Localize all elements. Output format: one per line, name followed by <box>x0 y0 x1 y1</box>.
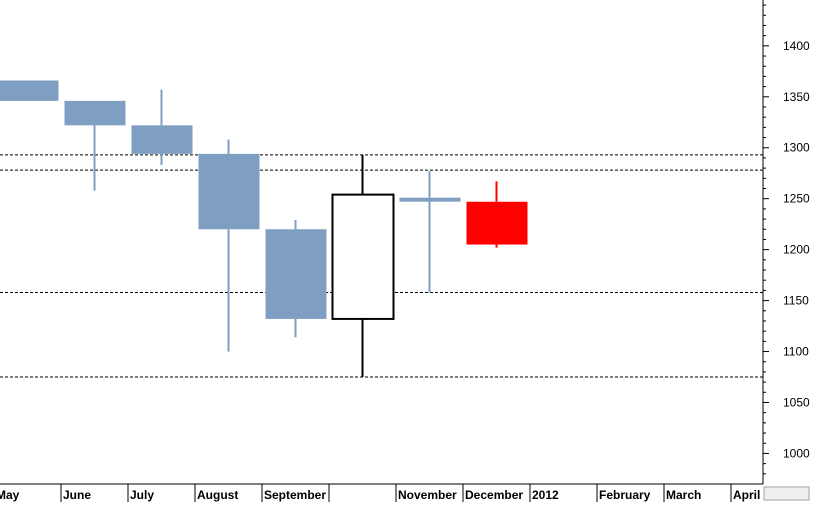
candle <box>198 139 260 352</box>
candle <box>466 181 528 248</box>
y-tick-label: 1200 <box>783 243 810 257</box>
candle-body <box>331 193 395 320</box>
x-tick-label: November <box>398 488 457 502</box>
x-tick-label: May <box>0 488 20 502</box>
y-axis: 1000 1050 1100 1150 1200 1250 1300 1350 1400 <box>762 0 810 484</box>
candle-body <box>198 153 260 230</box>
x-tick-label: March <box>666 488 701 502</box>
x-tick-label: February <box>599 488 651 502</box>
candle <box>399 171 461 293</box>
y-tick-label: 1000 <box>783 446 810 460</box>
y-tick-label: 1150 <box>783 294 809 308</box>
y-tick-label: 1400 <box>783 39 810 53</box>
y-tick-label: 1050 <box>783 395 810 409</box>
y-tick-label: 1100 <box>783 345 809 359</box>
x-tick-label: December <box>465 488 523 502</box>
x-tick-label: 2012 <box>532 488 559 502</box>
candle-body <box>265 229 327 319</box>
candle <box>331 154 395 378</box>
candle <box>265 220 327 338</box>
candle-body <box>0 80 59 101</box>
candle-body <box>399 197 461 202</box>
y-tick-label: 1350 <box>783 90 810 104</box>
candle <box>64 100 126 191</box>
candle-body <box>64 100 126 126</box>
candles <box>0 80 528 378</box>
x-tick-label: September <box>264 488 326 502</box>
candle <box>0 80 59 101</box>
candle <box>131 89 193 166</box>
y-tick-label: 1300 <box>783 141 810 155</box>
x-tick-label: April <box>733 488 760 502</box>
x-tick-label: June <box>63 488 91 502</box>
candle-body <box>466 201 528 245</box>
x-tick-label: August <box>197 488 238 502</box>
y-tick-label: 1250 <box>783 192 810 206</box>
scrollbar[interactable] <box>763 486 810 501</box>
candle-body <box>131 125 193 154</box>
x-axis: May June July August September November Decemb… <box>0 483 763 502</box>
x-tick-label: July <box>130 488 154 502</box>
